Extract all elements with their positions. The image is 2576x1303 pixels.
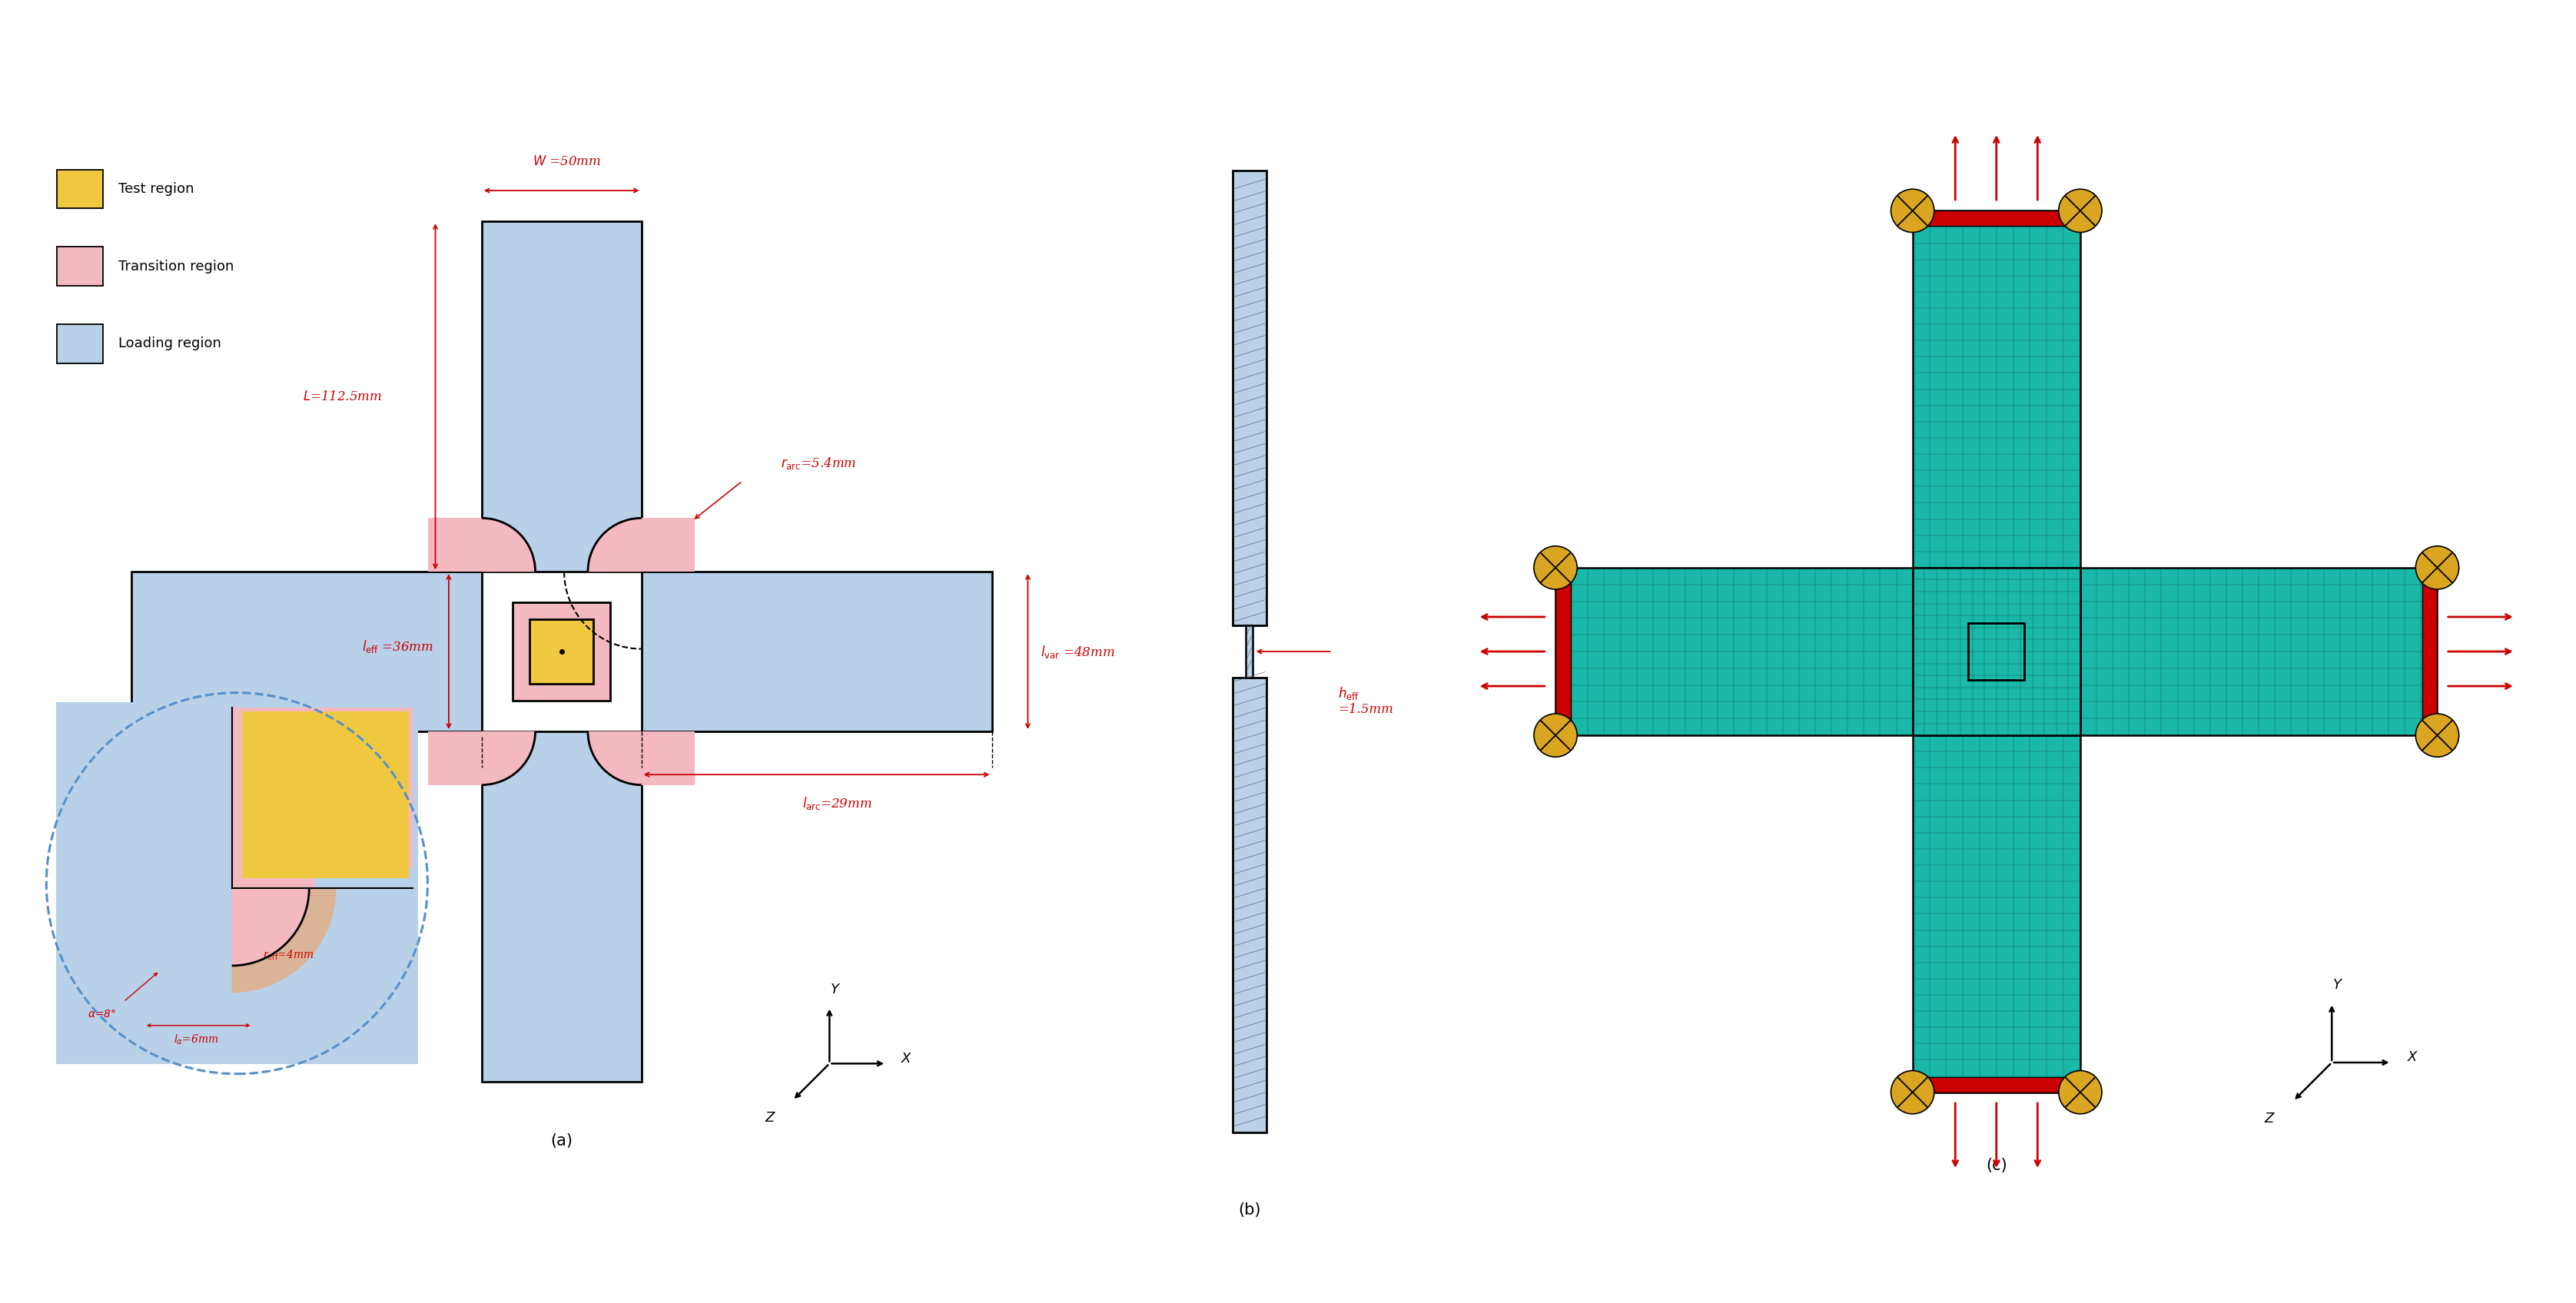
Polygon shape [232,708,412,889]
Bar [57,246,103,285]
Bar [57,169,103,208]
Wedge shape [587,731,641,784]
Wedge shape [482,519,536,572]
Text: (a): (a) [551,1134,572,1148]
Text: $r_{\rm arc}$=5.4mm: $r_{\rm arc}$=5.4mm [781,456,855,472]
Bar [2081,568,2437,735]
Bar [641,572,992,731]
Wedge shape [232,889,309,966]
Bar [531,619,592,684]
Wedge shape [587,731,641,784]
Bar [482,222,641,572]
Bar [428,519,482,572]
Bar [1968,623,2025,680]
Wedge shape [482,519,536,572]
Text: Transition region: Transition region [118,259,234,274]
Text: Y: Y [2334,979,2342,992]
Text: $L$=112.5mm: $L$=112.5mm [304,390,381,403]
Bar [1911,211,2081,568]
Bar [641,519,696,572]
Wedge shape [482,519,536,572]
Text: Z: Z [765,1110,775,1124]
Wedge shape [482,731,536,784]
Polygon shape [2058,1075,2094,1110]
Bar [1231,678,1267,1132]
Text: $l_{\rm arc}$=29mm: $l_{\rm arc}$=29mm [801,795,873,812]
Circle shape [2416,546,2460,589]
Bar [57,324,103,364]
Bar [1911,211,2081,225]
Polygon shape [2419,555,2455,590]
Text: Y: Y [829,982,840,997]
Wedge shape [482,731,536,784]
Polygon shape [57,702,417,1065]
Bar [1556,568,1571,735]
Text: X: X [902,1052,912,1066]
Polygon shape [1538,555,1574,590]
Polygon shape [1538,713,1574,748]
Text: (b): (b) [1239,1203,1260,1218]
Text: Test region: Test region [118,182,193,195]
Polygon shape [2419,713,2455,748]
Text: $h_{\rm eff}$
=1.5mm: $h_{\rm eff}$ =1.5mm [1340,685,1394,717]
Text: $l_{\rm eff}$ =36mm: $l_{\rm eff}$ =36mm [361,638,433,654]
Wedge shape [587,519,641,572]
Text: $r_{\rm eff}$=4mm: $r_{\rm eff}$=4mm [263,949,314,962]
Polygon shape [2058,193,2094,228]
Bar [2421,568,2437,735]
Text: $\alpha$=8°: $\alpha$=8° [88,1009,116,1019]
Bar [482,731,641,1081]
Text: (c): (c) [1986,1157,2007,1173]
Circle shape [1533,714,1577,757]
Bar [1231,171,1267,625]
Bar [131,572,482,731]
Text: $l_{\rm var}$ =48mm: $l_{\rm var}$ =48mm [1041,644,1115,659]
Wedge shape [482,731,536,784]
Bar [1911,735,2081,1092]
Circle shape [1891,189,1935,232]
Circle shape [2058,189,2102,232]
Text: Loading region: Loading region [118,336,222,351]
Polygon shape [242,711,410,878]
Circle shape [2416,714,2460,757]
Text: $l_{\alpha}$=6mm: $l_{\alpha}$=6mm [173,1033,219,1046]
Polygon shape [1899,1075,1935,1110]
Wedge shape [587,731,641,784]
Text: Z: Z [2264,1111,2275,1126]
Wedge shape [587,519,641,572]
Circle shape [1891,1071,1935,1114]
Text: $W$ =50mm: $W$ =50mm [533,155,600,168]
Bar [513,602,611,701]
Polygon shape [1899,193,1935,228]
Bar [1247,625,1252,678]
Circle shape [1533,546,1577,589]
Bar [1911,568,2081,735]
Bar [428,731,482,784]
Bar [1911,1078,2081,1092]
Wedge shape [587,519,641,572]
Circle shape [2058,1071,2102,1114]
Bar [1556,568,1911,735]
Text: X: X [2409,1050,2416,1065]
Bar [641,731,696,784]
Wedge shape [232,889,337,993]
